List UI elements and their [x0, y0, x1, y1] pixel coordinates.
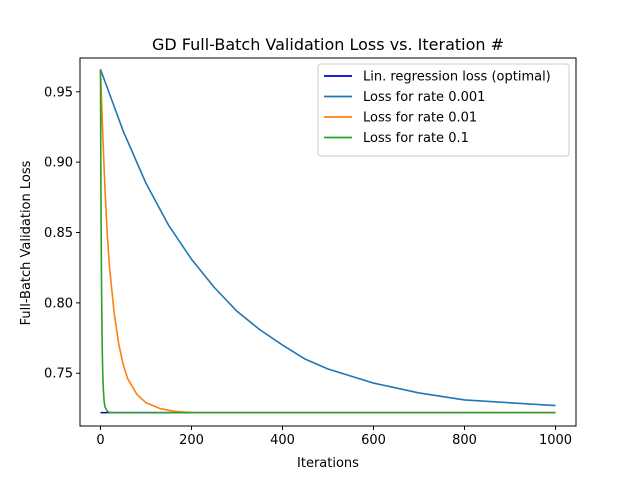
axes: 0 200 400 600 800 1000 0.75 0.80 0.85 0.90 0.95	[44, 57, 577, 448]
plot-area	[99, 68, 556, 414]
x-tick-label: 400	[270, 433, 295, 448]
y-tick-label: 0.85	[44, 226, 73, 241]
y-tick-label: 0.75	[44, 367, 73, 382]
series-line-3	[99, 69, 556, 414]
y-tick-label: 0.80	[44, 296, 73, 311]
x-tick-label: 600	[361, 433, 386, 448]
x-tick-label: 800	[452, 433, 477, 448]
y-tick-label: 0.90	[44, 156, 73, 171]
y-tick-label: 0.95	[44, 85, 73, 100]
legend-label-3: Loss for rate 0.1	[363, 131, 469, 146]
x-axis-title: Iterations	[297, 456, 359, 471]
legend-box	[317, 63, 570, 157]
legend-label-0: Lin. regression loss (optimal)	[363, 70, 551, 85]
x-tick-label: 1000	[539, 433, 572, 448]
legend-label-1: Loss for rate 0.001	[363, 90, 485, 105]
legend: Lin. regression loss (optimal) Loss for r…	[317, 63, 570, 157]
chart-title: GD Full-Batch Validation Loss vs. Iterat…	[152, 35, 504, 54]
axes-frame	[79, 57, 577, 427]
series-line-1	[99, 68, 556, 407]
x-tick-label: 200	[179, 433, 204, 448]
legend-label-2: Loss for rate 0.01	[363, 111, 477, 126]
y-axis-title: Full-Batch Validation Loss	[19, 160, 34, 325]
x-tick-label: 0	[96, 433, 104, 448]
